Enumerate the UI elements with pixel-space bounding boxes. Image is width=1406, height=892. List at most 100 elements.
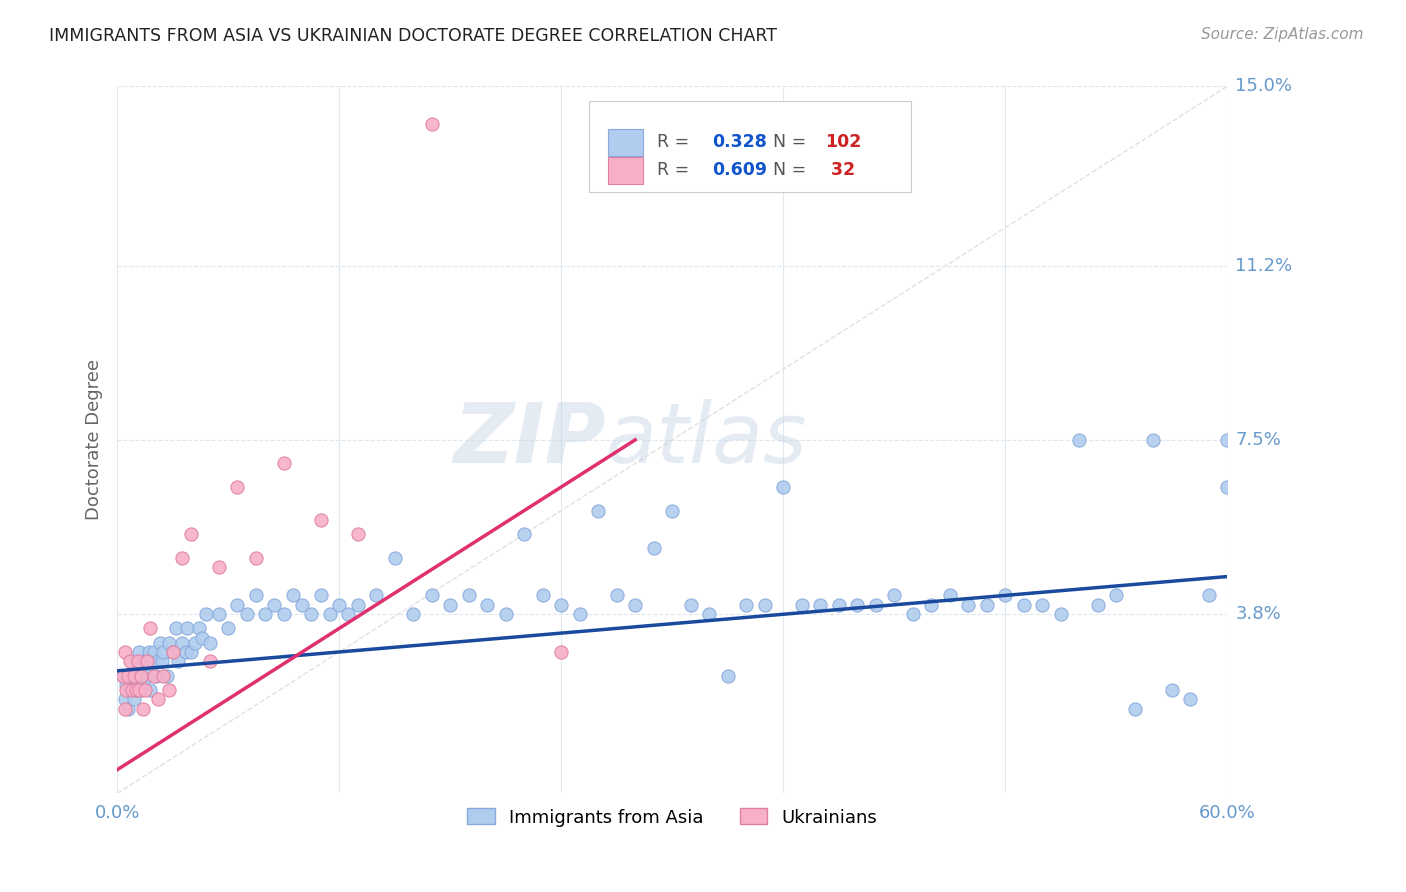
Point (402, 607, 425, 622)
Point (273, 457, 295, 471)
Point (198, 654, 221, 668)
Point (245, 550, 267, 565)
Point (198, 635, 221, 649)
Point (162, 645, 184, 659)
Text: 60.0%: 60.0% (1199, 805, 1256, 822)
Point (1123, 701, 1146, 715)
Point (125, 682, 148, 697)
Text: 0.328: 0.328 (711, 133, 768, 152)
Point (309, 589, 332, 603)
Point (1087, 598, 1109, 612)
Point (157, 635, 180, 649)
Point (245, 589, 267, 603)
Point (167, 654, 190, 668)
Point (226, 598, 249, 612)
Point (162, 645, 184, 659)
Point (299, 607, 322, 622)
Point (808, 598, 831, 612)
Point (125, 654, 148, 668)
Point (420, 117, 443, 131)
Point (643, 541, 665, 556)
Point (145, 668, 167, 682)
Point (121, 682, 143, 697)
Point (150, 654, 173, 668)
Text: IMMIGRANTS FROM ASIA VS UKRAINIAN DOCTORATE DEGREE CORRELATION CHART: IMMIGRANTS FROM ASIA VS UKRAINIAN DOCTOR… (49, 27, 778, 45)
Point (174, 645, 197, 659)
Point (135, 668, 157, 682)
Point (121, 668, 143, 682)
Point (420, 589, 443, 603)
Point (475, 598, 498, 612)
FancyBboxPatch shape (589, 101, 911, 193)
Text: N =: N = (773, 133, 811, 152)
Point (568, 607, 591, 622)
Point (1178, 692, 1201, 706)
Point (920, 598, 942, 612)
Point (550, 598, 572, 612)
Point (772, 480, 794, 494)
Point (187, 621, 209, 635)
Point (134, 654, 156, 668)
Point (149, 635, 172, 649)
Point (827, 598, 849, 612)
Point (176, 621, 198, 635)
Text: Source: ZipAtlas.com: Source: ZipAtlas.com (1201, 27, 1364, 42)
Point (152, 645, 174, 659)
Point (439, 598, 461, 612)
Point (235, 607, 257, 622)
Point (156, 668, 179, 682)
Point (384, 550, 406, 565)
Text: ZIP: ZIP (453, 400, 606, 481)
Point (346, 598, 368, 612)
Point (127, 654, 149, 668)
Point (146, 654, 169, 668)
Point (132, 701, 155, 715)
Point (191, 631, 214, 645)
Point (717, 668, 740, 682)
Point (1069, 433, 1091, 447)
Point (624, 598, 647, 612)
Point (1012, 598, 1035, 612)
Text: 32: 32 (825, 161, 855, 179)
Bar (607, 128, 644, 156)
Point (531, 589, 554, 603)
Point (180, 527, 202, 541)
Point (281, 589, 304, 603)
Point (226, 480, 249, 494)
Point (994, 589, 1017, 603)
Point (790, 598, 813, 612)
Point (550, 645, 572, 659)
Text: 11.2%: 11.2% (1236, 257, 1292, 275)
Text: atlas: atlas (606, 400, 807, 481)
Point (883, 589, 905, 603)
Text: N =: N = (773, 161, 811, 179)
Point (111, 668, 134, 682)
Point (117, 668, 139, 682)
Point (606, 589, 628, 603)
Point (291, 598, 314, 612)
Point (1031, 598, 1053, 612)
Point (254, 607, 277, 622)
Point (120, 682, 142, 697)
Point (309, 513, 332, 527)
Point (586, 503, 609, 517)
Point (138, 645, 160, 659)
Point (263, 598, 285, 612)
Point (661, 503, 683, 517)
Point (115, 678, 138, 692)
Point (135, 654, 157, 668)
Text: 15.0%: 15.0% (1236, 78, 1292, 95)
Point (273, 607, 295, 622)
Point (457, 589, 479, 603)
Point (120, 654, 142, 668)
Point (129, 682, 152, 697)
Point (1105, 589, 1128, 603)
Point (184, 635, 207, 649)
Point (114, 645, 136, 659)
Point (180, 645, 202, 659)
Point (513, 527, 536, 541)
Y-axis label: Doctorate Degree: Doctorate Degree (86, 359, 103, 520)
Point (117, 701, 139, 715)
Point (846, 598, 869, 612)
Point (146, 692, 169, 706)
